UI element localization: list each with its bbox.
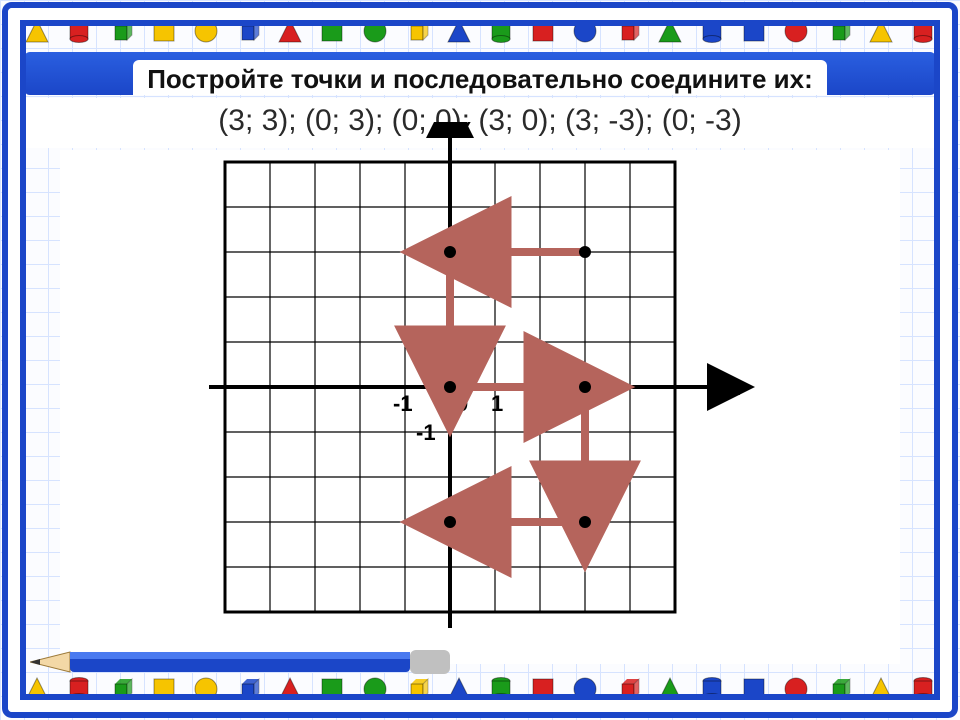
deco-shape [488,676,514,702]
deco-shape [235,18,261,44]
decorative-shapes-top [24,16,936,46]
deco-shape [783,676,809,702]
deco-shape [699,18,725,44]
deco-shape [24,676,50,702]
x-axis-label: x [728,375,742,400]
plotted-point [444,516,456,528]
y-axis-label: y [461,122,476,131]
deco-shape [657,18,683,44]
deco-shape [24,18,50,44]
deco-shape [530,676,556,702]
deco-shape [319,676,345,702]
tick-y-neg1: -1 [416,420,436,445]
deco-shape [530,18,556,44]
deco-shape [783,18,809,44]
deco-shape [108,18,134,44]
origin-label: 0 [456,391,468,416]
title-banner: Постройте точки и последовательно соедин… [24,52,936,95]
deco-shape [404,676,430,702]
deco-shape [66,676,92,702]
deco-shape [362,676,388,702]
plot-area: xy01-11-1 [60,150,900,664]
deco-shape [151,18,177,44]
plotted-point [444,381,456,393]
title-text: Постройте точки и последовательно соедин… [133,60,827,95]
deco-shape [868,676,894,702]
deco-shape [193,18,219,44]
plotted-point [579,516,591,528]
deco-shape [319,18,345,44]
plotted-point [579,381,591,393]
deco-shape [826,676,852,702]
decorative-shapes-bottom [24,674,936,704]
deco-shape [446,676,472,702]
deco-shape [193,676,219,702]
deco-shape [488,18,514,44]
tick-x-neg1: -1 [393,391,413,416]
coordinate-plane: xy01-11-1 [185,122,775,692]
deco-shape [277,676,303,702]
deco-shape [277,18,303,44]
plotted-point [444,246,456,258]
deco-shape [657,676,683,702]
deco-shape [108,676,134,702]
deco-shape [151,676,177,702]
deco-shape [572,18,598,44]
deco-shape [699,676,725,702]
deco-shape [572,676,598,702]
deco-shape [910,676,936,702]
deco-shape [741,676,767,702]
deco-shape [446,18,472,44]
deco-shape [910,18,936,44]
tick-y-1: 1 [428,330,440,355]
deco-shape [66,18,92,44]
deco-shape [868,18,894,44]
deco-shape [741,18,767,44]
plotted-point [579,246,591,258]
tick-x-1: 1 [491,391,503,416]
deco-shape [404,18,430,44]
deco-shape [615,18,641,44]
deco-shape [826,18,852,44]
pencil-icon [30,650,450,674]
deco-shape [615,676,641,702]
deco-shape [362,18,388,44]
deco-shape [235,676,261,702]
